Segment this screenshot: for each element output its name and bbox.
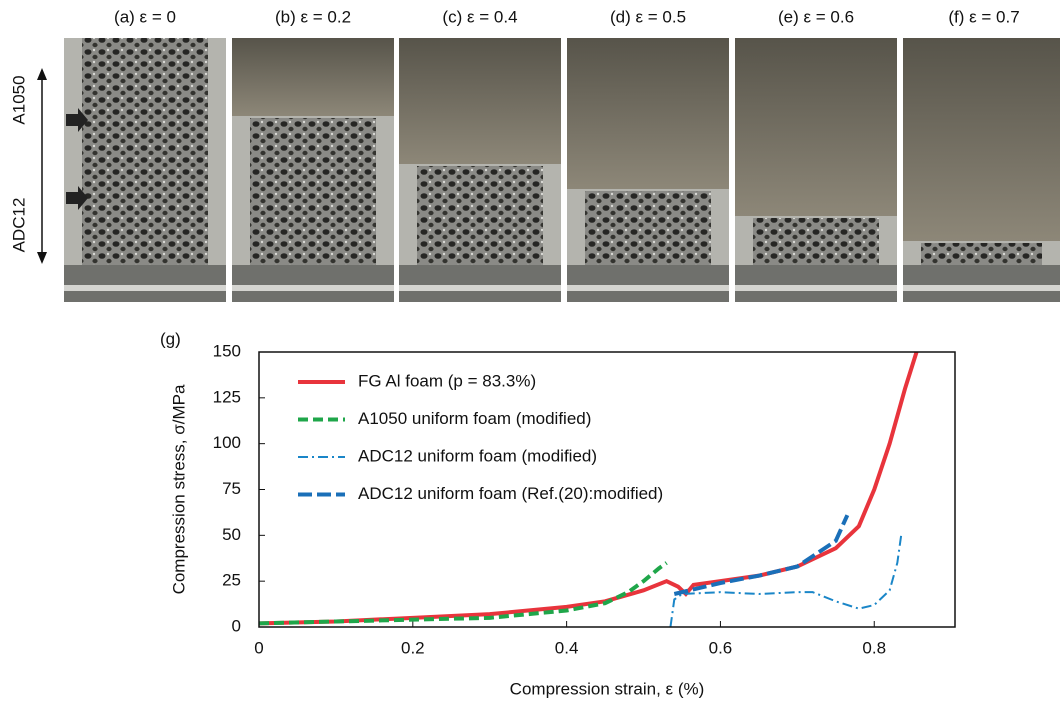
base-edge — [903, 285, 1060, 291]
piston — [399, 38, 561, 164]
base — [232, 265, 394, 302]
x-tick-label: 0.4 — [555, 638, 579, 657]
legend-label: ADC12 uniform foam (modified) — [358, 446, 597, 465]
panel-label: (b) ε = 0.2 — [275, 7, 351, 26]
piston — [232, 38, 394, 116]
y-tick-label: 100 — [213, 433, 241, 452]
foam — [921, 243, 1042, 265]
base — [735, 265, 897, 302]
legend-label: A1050 uniform foam (modified) — [358, 409, 591, 428]
y-tick-label: 75 — [222, 479, 241, 498]
side-label: A1050 — [9, 75, 28, 124]
legend-label: ADC12 uniform foam (Ref.(20):modified) — [358, 484, 663, 503]
piston — [735, 38, 897, 216]
piston — [567, 38, 729, 189]
x-tick-label: 0.6 — [709, 638, 733, 657]
chart: 0 25 50 75 100 125 150 0 0.2 0.4 0.6 0.8 Compression… — [169, 341, 955, 698]
panel-label: (g) — [160, 329, 181, 348]
y-tick-label: 0 — [232, 616, 241, 635]
series-line — [670, 535, 901, 627]
photo-strip: (a) ε = 0 (b) ε = 0.2 (c) ε = 0.4 (d) ε = 0… — [64, 7, 1060, 302]
base — [399, 265, 561, 302]
base-edge — [64, 285, 226, 291]
panel-label: (a) ε = 0 — [114, 7, 176, 26]
x-tick-label: 0 — [254, 638, 263, 657]
base — [903, 265, 1060, 302]
foam — [585, 191, 711, 265]
base — [567, 265, 729, 302]
side-label: ADC12 — [9, 198, 28, 253]
y-tick-label: 125 — [213, 387, 241, 406]
piston — [903, 38, 1060, 241]
base-edge — [567, 285, 729, 291]
foam — [82, 38, 208, 265]
panel-label: (c) ε = 0.4 — [442, 7, 517, 26]
x-axis-label: Compression strain, ε (%) — [510, 679, 705, 698]
base-edge — [232, 285, 394, 291]
y-tick-label: 50 — [222, 525, 241, 544]
figure: (a) ε = 0 (b) ε = 0.2 (c) ε = 0.4 (d) ε = 0… — [0, 0, 1060, 702]
panel-label: (d) ε = 0.5 — [610, 7, 686, 26]
base-edge — [399, 285, 561, 291]
base-edge — [735, 285, 897, 291]
panel-label: (e) ε = 0.6 — [778, 7, 854, 26]
foam — [753, 218, 879, 265]
x-tick-label: 0.2 — [401, 638, 425, 657]
foam — [250, 118, 376, 265]
panel-label: (f) ε = 0.7 — [948, 7, 1019, 26]
y-axis-label: Compression stress, σ/MPa — [169, 384, 188, 594]
legend-label: FG Al foam (p = 83.3%) — [358, 371, 536, 390]
x-tick-label: 0.8 — [862, 638, 886, 657]
foam — [417, 166, 543, 265]
y-tick-label: 150 — [213, 341, 241, 360]
base — [64, 265, 226, 302]
y-tick-label: 25 — [222, 571, 241, 590]
